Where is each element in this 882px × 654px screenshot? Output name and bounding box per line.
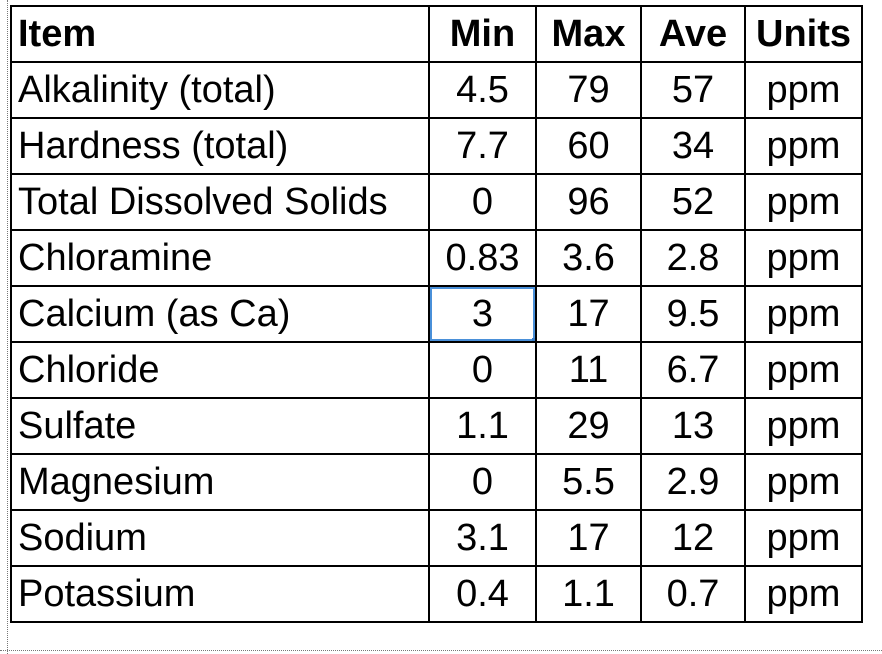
units-cell[interactable]: ppm [744,173,863,231]
max-cell[interactable]: 17 [535,285,642,343]
min-cell[interactable]: 0.83 [428,229,537,287]
units-cell[interactable]: ppm [744,509,863,567]
page-boundary-left [7,0,8,654]
min-cell[interactable]: 0 [428,341,537,399]
water-quality-table: Item Min Max Ave Units Alkalinity (total… [10,5,863,623]
units-cell[interactable]: ppm [744,341,863,399]
table-row: Alkalinity (total) 4.5 79 57 ppm [10,61,863,119]
item-cell[interactable]: Chloramine [10,229,430,287]
max-cell[interactable]: 96 [535,173,642,231]
ave-cell[interactable]: 0.7 [640,565,746,623]
max-cell[interactable]: 17 [535,509,642,567]
table-row: Hardness (total) 7.7 60 34 ppm [10,117,863,175]
min-cell[interactable]: 1.1 [428,397,537,455]
min-cell[interactable]: 7.7 [428,117,537,175]
max-cell[interactable]: 5.5 [535,453,642,511]
ave-cell[interactable]: 34 [640,117,746,175]
min-cell[interactable]: 4.5 [428,61,537,119]
min-cell[interactable]: 3.1 [428,509,537,567]
selected-min-cell[interactable]: 3 [428,285,537,343]
header-ave-cell[interactable]: Ave [640,5,746,63]
table-row: Sulfate 1.1 29 13 ppm [10,397,863,455]
max-cell[interactable]: 11 [535,341,642,399]
table-row: Sodium 3.1 17 12 ppm [10,509,863,567]
ave-cell[interactable]: 12 [640,509,746,567]
header-min-cell[interactable]: Min [428,5,537,63]
item-cell[interactable]: Calcium (as Ca) [10,285,430,343]
max-cell[interactable]: 3.6 [535,229,642,287]
ave-cell[interactable]: 52 [640,173,746,231]
ave-cell[interactable]: 13 [640,397,746,455]
units-cell[interactable]: ppm [744,229,863,287]
item-cell[interactable]: Sulfate [10,397,430,455]
units-cell[interactable]: ppm [744,397,863,455]
header-row: Item Min Max Ave Units [10,5,863,63]
ave-cell[interactable]: 2.9 [640,453,746,511]
header-item-cell[interactable]: Item [10,5,430,63]
units-cell[interactable]: ppm [744,565,863,623]
ave-cell[interactable]: 2.8 [640,229,746,287]
ave-cell[interactable]: 9.5 [640,285,746,343]
ave-cell[interactable]: 6.7 [640,341,746,399]
item-cell[interactable]: Chloride [10,341,430,399]
item-cell[interactable]: Total Dissolved Solids [10,173,430,231]
table-row: Potassium 0.4 1.1 0.7 ppm [10,565,863,623]
units-cell[interactable]: ppm [744,61,863,119]
item-cell[interactable]: Potassium [10,565,430,623]
table-row: Chloramine 0.83 3.6 2.8 ppm [10,229,863,287]
ave-cell[interactable]: 57 [640,61,746,119]
units-cell[interactable]: ppm [744,117,863,175]
max-cell[interactable]: 60 [535,117,642,175]
min-cell[interactable]: 0 [428,453,537,511]
max-cell[interactable]: 1.1 [535,565,642,623]
header-units-cell[interactable]: Units [744,5,863,63]
table-row: Calcium (as Ca) 3 17 9.5 ppm [10,285,863,343]
units-cell[interactable]: ppm [744,285,863,343]
item-cell[interactable]: Magnesium [10,453,430,511]
item-cell[interactable]: Sodium [10,509,430,567]
page-boundary-bottom [0,650,882,651]
min-cell[interactable]: 0 [428,173,537,231]
fill-handle[interactable] [532,338,534,340]
table-row: Chloride 0 11 6.7 ppm [10,341,863,399]
table-row: Total Dissolved Solids 0 96 52 ppm [10,173,863,231]
units-cell[interactable]: ppm [744,453,863,511]
table-row: Magnesium 0 5.5 2.9 ppm [10,453,863,511]
item-cell[interactable]: Hardness (total) [10,117,430,175]
item-cell[interactable]: Alkalinity (total) [10,61,430,119]
header-max-cell[interactable]: Max [535,5,642,63]
max-cell[interactable]: 79 [535,61,642,119]
min-cell[interactable]: 0.4 [428,565,537,623]
selected-cell-value: 3 [471,293,494,335]
max-cell[interactable]: 29 [535,397,642,455]
